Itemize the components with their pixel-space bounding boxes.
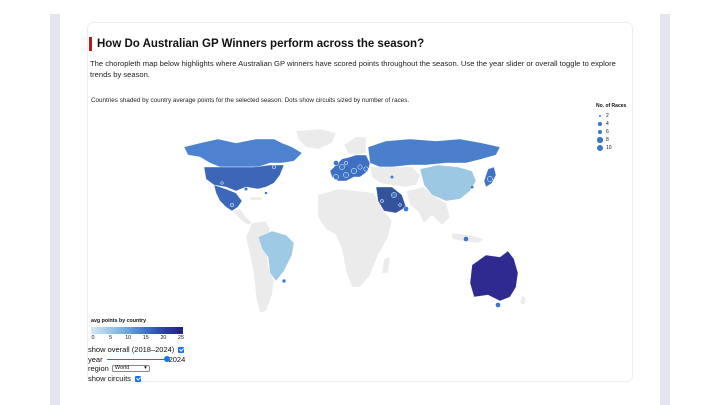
avg-points-tick-label: 25 — [178, 335, 184, 341]
circuit-dot-suzuka[interactable] — [487, 176, 493, 182]
circuit-dot-monza[interactable] — [350, 167, 358, 175]
map-controls: show overall (2018–2024) year 2024 regio… — [88, 345, 185, 383]
country-new-zealand[interactable] — [519, 294, 526, 306]
race-count-legend-item: 10 — [596, 144, 626, 152]
circuit-dot-hungaroring[interactable] — [363, 166, 369, 172]
country-brazil[interactable] — [257, 230, 295, 282]
circuit-dot-bahrain[interactable] — [391, 192, 397, 198]
circuit-dots — [220, 160, 501, 308]
country-south-america[interactable] — [245, 220, 275, 314]
circuit-dot-baku[interactable] — [389, 174, 395, 180]
year-slider[interactable] — [106, 356, 170, 363]
country-mexico[interactable] — [213, 184, 243, 212]
circuit-dot-silverstone[interactable] — [333, 160, 339, 166]
race-count-legend-title: No. of Races — [596, 103, 627, 109]
region-label: region — [88, 364, 109, 374]
circuit-dot-las-vegas[interactable] — [220, 181, 224, 185]
race-count-legend-item: 4 — [596, 120, 626, 128]
circuit-dot-melbourne[interactable] — [495, 302, 501, 308]
countries — [183, 128, 526, 314]
country-greenland[interactable] — [295, 128, 337, 150]
legend-dot-icon — [596, 129, 604, 135]
circuit-dot-red-bull-ring[interactable] — [357, 164, 363, 170]
avg-points-legend-title: avg points by country — [91, 318, 147, 324]
left-panel-edge — [50, 14, 60, 405]
race-count-legend-label: 10 — [606, 145, 612, 151]
country-europe[interactable] — [329, 154, 371, 182]
country-usa[interactable] — [203, 164, 285, 192]
year-value: 2024 — [168, 354, 186, 364]
show-overall-checkbox[interactable] — [178, 346, 185, 353]
map-subtitle: Countries shaded by country average poin… — [91, 97, 410, 104]
avg-points-tick-label: 0 — [91, 335, 95, 341]
avg-points-tick-label: 20 — [160, 335, 167, 341]
show-circuits-checkbox[interactable] — [134, 375, 141, 382]
circuit-dot-monaco[interactable] — [343, 172, 349, 178]
circuit-dot-mexico-city[interactable] — [229, 202, 235, 208]
circuit-dot-montreal[interactable] — [271, 164, 277, 170]
avg-points-tick-label: 10 — [125, 335, 132, 341]
region-select-value: World — [114, 365, 130, 372]
circuit-dot-sao-paulo[interactable] — [281, 278, 287, 284]
circuit-dot-spa[interactable] — [339, 164, 345, 170]
country-africa[interactable] — [317, 188, 393, 288]
year-slider-track — [106, 358, 167, 361]
year-label: year — [88, 354, 103, 364]
circuit-dot-qatar[interactable] — [398, 203, 402, 207]
year-slider-thumb[interactable] — [163, 356, 170, 363]
country-scandinavia[interactable] — [343, 136, 367, 156]
race-count-legend-label: 8 — [606, 137, 609, 143]
country-russia[interactable] — [367, 138, 501, 168]
circuit-dot-austin[interactable] — [243, 186, 249, 192]
country-australia[interactable] — [469, 250, 519, 302]
legend-dot-icon — [596, 114, 604, 118]
circuit-dot-abu-dhabi[interactable] — [403, 206, 409, 212]
legend-dot-icon — [596, 122, 604, 126]
avg-points-tick-label: 15 — [142, 335, 149, 341]
race-count-legend-item: 2 — [596, 112, 626, 120]
world-choropleth-map[interactable] — [170, 125, 526, 315]
race-count-legend: No. of Races 2 4 6 8 10 — [596, 103, 626, 152]
race-count-legend-item: 8 — [596, 136, 626, 144]
country-central-asia[interactable] — [369, 166, 421, 188]
chevron-down-icon: ▾ — [144, 365, 147, 372]
right-panel-edge — [660, 14, 670, 405]
race-count-legend-label: 4 — [606, 121, 609, 127]
circuit-dot-singapore[interactable] — [463, 236, 469, 242]
circuit-dot-barcelona[interactable] — [333, 174, 339, 180]
circuit-dot-miami[interactable] — [264, 191, 268, 195]
country-china[interactable] — [419, 164, 477, 202]
race-count-legend-label: 2 — [606, 113, 609, 119]
show-circuits-label: show circuits — [88, 373, 131, 383]
intro-paragraph: The choropleth map below highlights wher… — [90, 59, 616, 79]
avg-points-legend: avg points by country 0 5 10 15 20 25 — [91, 318, 186, 342]
country-south-asia[interactable] — [405, 186, 451, 226]
avg-points-tick-label: 5 — [109, 335, 113, 341]
circuit-dot-shanghai[interactable] — [469, 184, 475, 190]
region-select[interactable]: World ▾ — [111, 365, 150, 373]
avg-points-gradient-bar — [91, 327, 183, 334]
legend-dot-icon — [596, 144, 604, 152]
country-madagascar[interactable] — [381, 256, 391, 274]
circuit-dot-jeddah[interactable] — [380, 199, 384, 203]
page-title: How Do Australian GP Winners perform acr… — [89, 37, 424, 51]
country-central-america[interactable] — [231, 208, 253, 226]
circuit-dot-zandvoort[interactable] — [343, 160, 349, 166]
country-cuba[interactable] — [249, 196, 263, 201]
race-count-legend-item: 6 — [596, 128, 626, 136]
country-canada[interactable] — [183, 138, 303, 168]
race-count-legend-label: 6 — [606, 129, 609, 135]
avg-points-ticks: 0 5 10 15 20 25 — [91, 335, 186, 342]
show-overall-label: show overall (2018–2024) — [88, 345, 175, 354]
legend-dot-icon — [596, 137, 604, 143]
